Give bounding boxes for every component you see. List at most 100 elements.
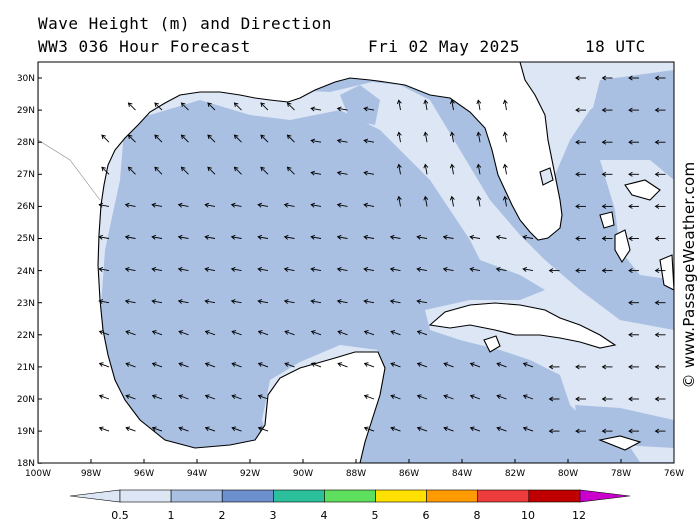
wave-arrow-head [502, 163, 508, 169]
wave-arrow-head [654, 364, 660, 370]
wave-arrow [154, 102, 163, 111]
sea-1-2m-patches [340, 70, 674, 448]
lat-label: 27N [17, 170, 35, 180]
lon-label: 92W [240, 469, 260, 479]
wave-arrow [260, 166, 269, 175]
wave-arrow-head [230, 234, 236, 240]
wave-arrow [99, 300, 110, 304]
wave-arrow-head [575, 364, 580, 370]
wave-arrow-head [204, 299, 210, 304]
wave-arrow-head [449, 131, 455, 137]
wave-arrow-head [363, 330, 369, 335]
wave-arrow-head [654, 428, 660, 434]
wave-arrow-head [257, 299, 263, 304]
wave-arrow-head [231, 330, 237, 335]
lon-label: 100W [25, 469, 51, 479]
wave-arrow-head [233, 166, 239, 172]
wave-arrow [470, 395, 481, 400]
wave-arrow-head [601, 428, 607, 434]
wave-arrow-head [628, 75, 633, 81]
lat-label: 19N [17, 427, 35, 437]
wave-arrow [477, 132, 481, 143]
lat-label: 29N [17, 106, 35, 116]
wave-arrow [258, 395, 269, 400]
wave-arrow [205, 300, 216, 304]
wave-arrow [205, 330, 216, 336]
wave-arrow-head [363, 267, 369, 272]
wave-arrow-head [601, 236, 607, 241]
colorbar-cell [272, 489, 325, 503]
wave-arrow [311, 236, 322, 239]
wave-arrow [311, 363, 322, 368]
wave-arrow-head [284, 362, 290, 367]
wave-arrow [311, 330, 322, 336]
wave-arrow-head [231, 426, 237, 432]
wave-arrow [523, 363, 534, 368]
wave-arrow-head [628, 268, 633, 274]
wave-arrow-head [502, 131, 508, 137]
wave-arrow-head [628, 139, 633, 145]
wave-arrow [390, 268, 401, 272]
wave-arrow-head [548, 428, 554, 434]
wave-arrow-head [336, 299, 342, 304]
wave-arrow [398, 196, 401, 207]
wave-arrow-head [575, 396, 580, 402]
colorbar-low-triangle [69, 489, 121, 503]
wave-arrow [337, 204, 348, 207]
wave-arrow-head [178, 362, 184, 367]
wave-arrow [99, 395, 110, 400]
wave-arrow-head [443, 426, 449, 432]
wave-arrow [417, 300, 428, 304]
wave-arrow-head [416, 234, 422, 240]
wave-arrow-head [310, 106, 316, 112]
wave-arrow [398, 100, 401, 111]
wave-arrow [125, 268, 136, 272]
wave-arrow [284, 330, 295, 336]
wave-arrow-head [476, 131, 482, 137]
wave-arrow [128, 166, 136, 175]
wave-arrow-head [178, 426, 184, 432]
wave-arrow-head [628, 428, 633, 434]
wave-arrow [390, 395, 401, 400]
wave-arrow-head [396, 131, 402, 137]
wave-arrow-head [125, 394, 131, 399]
wave-arrow-head [207, 166, 212, 172]
wave-arrow [364, 236, 375, 239]
wave-arrow-head [124, 234, 130, 240]
wave-arrow-head [336, 138, 342, 144]
wave-arrow-head [654, 139, 660, 145]
wave-arrow-head [495, 234, 501, 240]
wave-arrow-head [389, 299, 395, 304]
wave-arrow-head [601, 75, 607, 81]
wave-arrow-head [231, 362, 237, 367]
wave-arrow [337, 107, 348, 111]
wave-arrow-head [101, 134, 106, 140]
wave-arrow-head [469, 362, 475, 367]
wave-arrow-head [396, 195, 402, 201]
wave-arrow-head [125, 426, 131, 432]
wave-arrow [364, 107, 375, 111]
wave-arrow-head [654, 236, 660, 241]
wave-arrow-head [601, 203, 607, 209]
colorbar-tick: 0.5 [111, 509, 129, 522]
lon-label: 86W [399, 469, 419, 479]
wave-arrow [523, 395, 534, 400]
wave-arrow-head [416, 426, 422, 432]
colorbar-cell [375, 489, 427, 503]
colorbar-tick: 6 [423, 509, 430, 522]
wave-arrow-head [151, 394, 157, 399]
wave-arrow [258, 268, 269, 272]
wave-arrow-head [151, 426, 157, 432]
wave-arrow [470, 363, 481, 368]
wave-arrow-head [310, 330, 316, 335]
wave-arrow-head [389, 234, 395, 240]
wave-arrow [207, 134, 216, 143]
wave-arrow-head [575, 107, 580, 113]
wave-arrow-head [416, 299, 422, 304]
wave-arrow [417, 363, 428, 368]
wave-arrow-head [151, 267, 157, 272]
wave-arrow [284, 268, 295, 272]
wave-arrow [337, 236, 348, 239]
wave-arrow-head [628, 396, 633, 402]
colorbar-cell [119, 489, 172, 503]
